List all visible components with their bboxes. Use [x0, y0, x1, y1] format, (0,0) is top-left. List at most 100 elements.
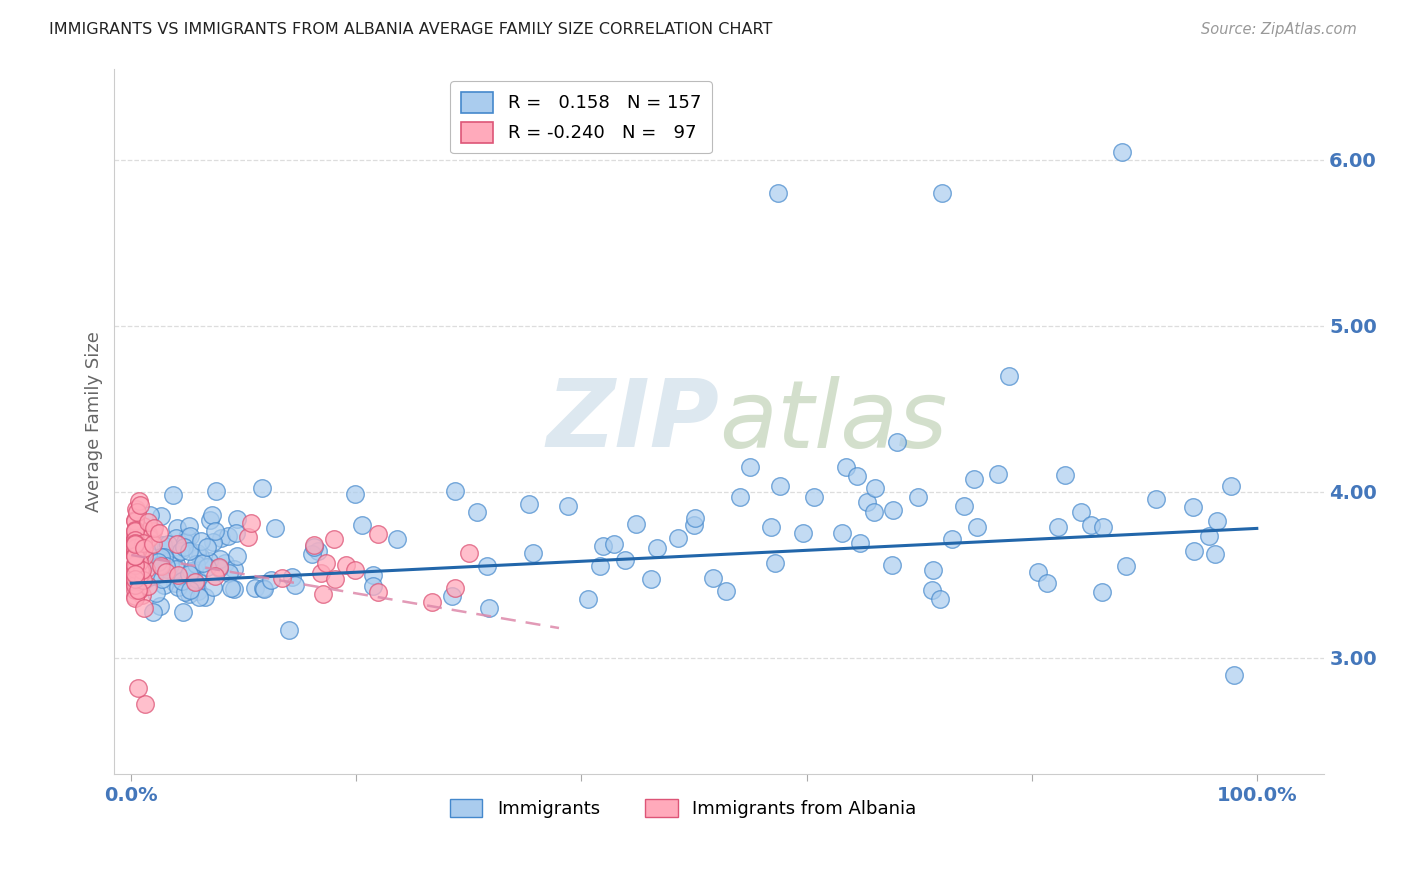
Point [201, 508, 224, 522]
Point [457, 546, 479, 560]
Point [987, 467, 1010, 482]
Point [217, 529, 239, 543]
Point [740, 460, 762, 475]
Point [1198, 529, 1220, 543]
Point [225, 549, 247, 563]
Point [124, 524, 146, 538]
Point [1092, 519, 1115, 533]
Text: Source: ZipAtlas.com: Source: ZipAtlas.com [1201, 22, 1357, 37]
Point [165, 547, 187, 561]
Point [768, 186, 790, 200]
Point [124, 578, 146, 592]
Point [236, 530, 259, 544]
Point [132, 518, 155, 533]
Point [202, 535, 225, 549]
Point [146, 555, 169, 569]
Point [931, 186, 953, 200]
Point [125, 545, 148, 559]
Point [142, 537, 165, 551]
Point [444, 484, 467, 499]
Point [312, 587, 335, 601]
Point [309, 566, 332, 580]
Point [284, 577, 307, 591]
Point [124, 562, 146, 576]
Point [124, 566, 146, 581]
Point [176, 530, 198, 544]
Point [835, 459, 858, 474]
Point [179, 582, 201, 597]
Point [214, 556, 236, 570]
Point [124, 570, 146, 584]
Point [149, 599, 172, 613]
Point [218, 566, 240, 580]
Point [198, 513, 221, 527]
Point [129, 543, 152, 558]
Point [145, 586, 167, 600]
Point [714, 584, 737, 599]
Point [132, 601, 155, 615]
Point [127, 549, 149, 564]
Point [277, 623, 299, 637]
Point [132, 549, 155, 564]
Point [124, 533, 146, 548]
Point [209, 531, 232, 545]
Point [124, 533, 146, 547]
Point [953, 499, 976, 513]
Point [941, 533, 963, 547]
Point [139, 529, 162, 543]
Point [183, 575, 205, 590]
Point [128, 493, 150, 508]
Point [589, 558, 612, 573]
Point [1054, 468, 1077, 483]
Point [124, 537, 146, 551]
Point [124, 543, 146, 558]
Point [128, 539, 150, 553]
Point [132, 573, 155, 587]
Point [315, 556, 337, 570]
Point [177, 587, 200, 601]
Point [124, 548, 146, 562]
Point [1144, 491, 1167, 506]
Point [124, 537, 146, 551]
Point [640, 572, 662, 586]
Point [138, 531, 160, 545]
Point [156, 537, 179, 551]
Point [281, 570, 304, 584]
Point [307, 544, 329, 558]
Point [252, 581, 274, 595]
Point [264, 521, 287, 535]
Point [1223, 667, 1246, 681]
Point [208, 559, 231, 574]
Point [517, 497, 540, 511]
Point [367, 527, 389, 541]
Point [150, 559, 173, 574]
Point [522, 546, 544, 560]
Point [129, 498, 152, 512]
Point [142, 524, 165, 539]
Point [475, 559, 498, 574]
Point [173, 540, 195, 554]
Point [886, 435, 908, 450]
Point [1091, 585, 1114, 599]
Point [219, 581, 242, 595]
Point [880, 558, 903, 572]
Point [478, 600, 501, 615]
Point [1070, 505, 1092, 519]
Point [177, 543, 200, 558]
Point [166, 521, 188, 535]
Point [136, 527, 159, 541]
Point [763, 556, 786, 570]
Point [127, 681, 149, 695]
Point [361, 579, 384, 593]
Point [152, 538, 174, 552]
Point [150, 572, 173, 586]
Point [127, 523, 149, 537]
Point [149, 550, 172, 565]
Point [124, 547, 146, 561]
Point [135, 562, 157, 576]
Point [128, 563, 150, 577]
Point [444, 581, 467, 595]
Point [134, 698, 156, 712]
Point [172, 606, 194, 620]
Point [1204, 547, 1226, 561]
